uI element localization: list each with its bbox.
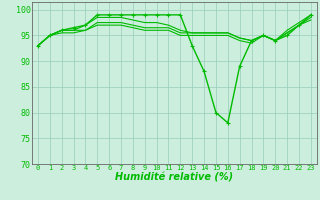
X-axis label: Humidité relative (%): Humidité relative (%) [115,173,234,183]
